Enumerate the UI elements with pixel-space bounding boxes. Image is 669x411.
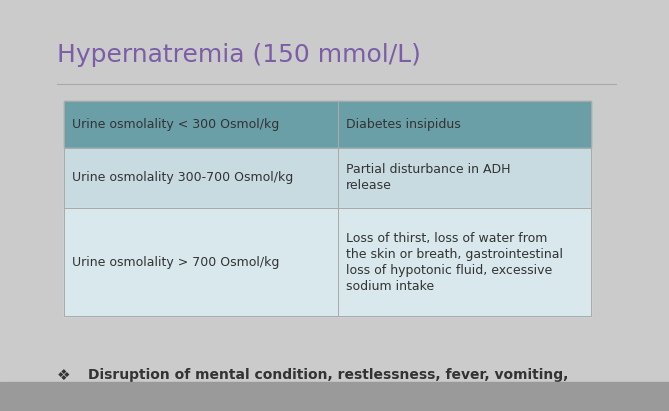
Bar: [64, 148, 338, 208]
Bar: [64, 208, 338, 316]
Text: Diabetes insipidus: Diabetes insipidus: [346, 118, 461, 131]
Text: ❖: ❖: [58, 368, 71, 383]
Text: Hypernatremia (150 mmol/L): Hypernatremia (150 mmol/L): [58, 43, 421, 67]
Bar: [338, 101, 591, 148]
Bar: [64, 101, 338, 148]
Bar: [64, 101, 338, 148]
Bar: [338, 148, 591, 208]
Text: Disruption of mental condition, restlessness, fever, vomiting,
increased thirst,: Disruption of mental condition, restless…: [88, 368, 568, 400]
Bar: [64, 148, 338, 208]
Text: Urine osmolality 300-700 Osmol/kg: Urine osmolality 300-700 Osmol/kg: [72, 171, 293, 184]
Bar: [338, 208, 591, 316]
Text: Urine osmolality < 300 Osmol/kg: Urine osmolality < 300 Osmol/kg: [72, 118, 279, 131]
Text: Urine osmolality > 700 Osmol/kg: Urine osmolality > 700 Osmol/kg: [72, 256, 279, 268]
Text: Partial disturbance in ADH
release: Partial disturbance in ADH release: [346, 163, 510, 192]
Bar: [338, 148, 591, 208]
Bar: [338, 101, 591, 148]
Bar: [64, 208, 338, 316]
Bar: [338, 208, 591, 316]
Text: Loss of thirst, loss of water from
the skin or breath, gastrointestinal
loss of : Loss of thirst, loss of water from the s…: [346, 231, 563, 293]
